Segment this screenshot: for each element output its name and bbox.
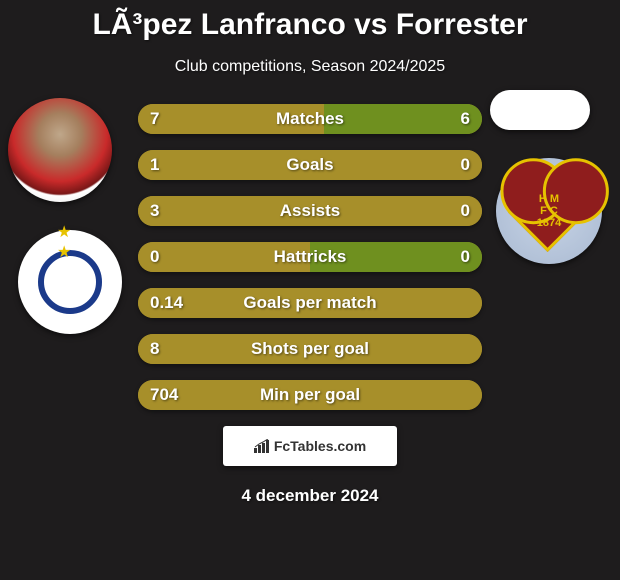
chart-icon [254, 439, 270, 453]
watermark-text: FcTables.com [274, 438, 366, 454]
date-label: 4 december 2024 [0, 486, 620, 506]
club-left-badge [18, 230, 122, 334]
club-right-badge-text: H MF C1874 [537, 193, 561, 229]
stat-row: 3 Assists 0 [138, 196, 482, 226]
stat-right-value: 0 [461, 201, 470, 221]
stat-row: 1 Goals 0 [138, 150, 482, 180]
stat-left-value: 7 [150, 109, 159, 129]
stat-fill-right [324, 104, 482, 134]
player-right-avatar [490, 90, 590, 130]
stat-label: Matches [276, 109, 344, 129]
club-right-badge: H MF C1874 [496, 158, 602, 264]
stat-label: Goals [286, 155, 333, 175]
player-left-avatar [8, 98, 112, 202]
stat-left-value: 704 [150, 385, 178, 405]
stat-right-value: 0 [461, 155, 470, 175]
stats-list: 7 Matches 6 1 Goals 0 3 Assists 0 0 Hattricks 0 0.14… [138, 104, 482, 410]
watermark: FcTables.com [223, 426, 397, 466]
subtitle: Club competitions, Season 2024/2025 [0, 58, 620, 76]
stat-row: 0 Hattricks 0 [138, 242, 482, 272]
stat-left-value: 1 [150, 155, 159, 175]
stat-left-value: 0.14 [150, 293, 183, 313]
stat-left-value: 0 [150, 247, 159, 267]
club-left-badge-inner [38, 250, 102, 314]
stat-row: 0.14 Goals per match [138, 288, 482, 318]
stat-row: 8 Shots per goal [138, 334, 482, 364]
stat-right-value: 0 [461, 247, 470, 267]
stat-label: Goals per match [243, 293, 376, 313]
stat-label: Assists [280, 201, 340, 221]
comparison-content: H MF C1874 7 Matches 6 1 Goals 0 3 Assists 0 0 Hat… [0, 104, 620, 506]
stat-label: Min per goal [260, 385, 360, 405]
stat-right-value: 6 [461, 109, 470, 129]
stat-row: 704 Min per goal [138, 380, 482, 410]
stat-left-value: 8 [150, 339, 159, 359]
stat-left-value: 3 [150, 201, 159, 221]
stat-row: 7 Matches 6 [138, 104, 482, 134]
stat-label: Shots per goal [251, 339, 369, 359]
stat-label: Hattricks [274, 247, 347, 267]
page-title: LÃ³pez Lanfranco vs Forrester [0, 0, 620, 42]
